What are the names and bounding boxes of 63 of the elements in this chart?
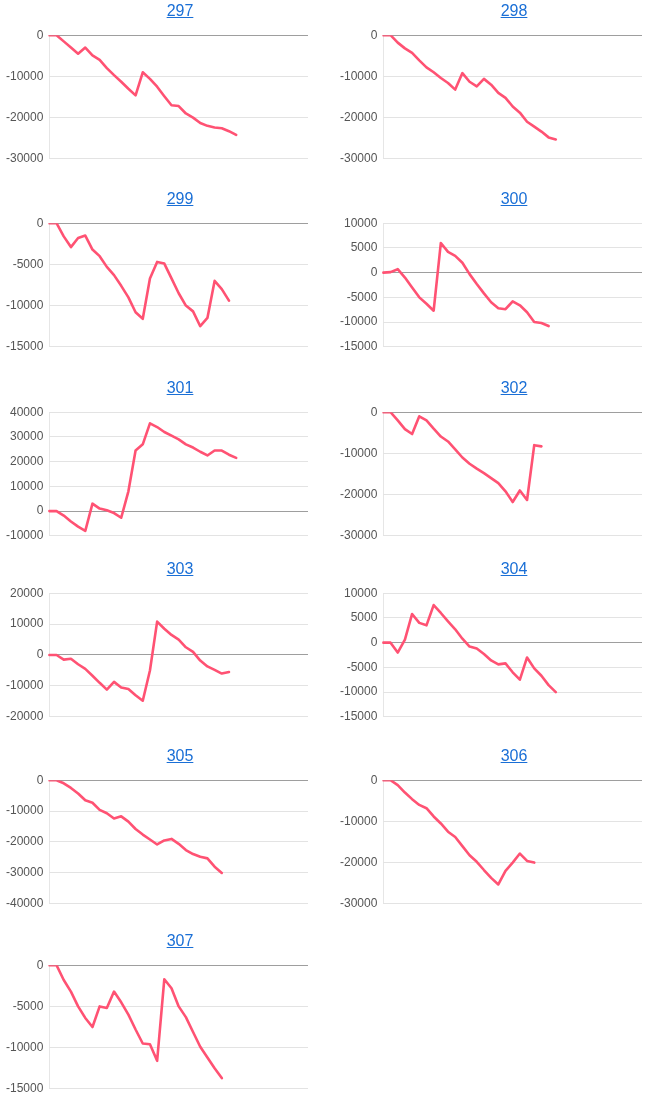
y-tick-label: 10000 <box>343 585 378 600</box>
y-tick-label: -20000 <box>5 109 44 124</box>
y-tick-label: 0 <box>36 772 44 787</box>
y-tick-label: 5000 <box>350 240 378 255</box>
y-tick-label: -20000 <box>339 854 378 869</box>
chart-title: 298 <box>500 2 528 19</box>
y-tick-label: -10000 <box>5 528 44 543</box>
chart-title: 306 <box>500 747 528 764</box>
y-tick-label: 0 <box>370 264 378 279</box>
chart-title: 305 <box>166 747 194 764</box>
y-tick-label: -40000 <box>5 896 44 911</box>
y-tick-label: -5000 <box>346 289 378 304</box>
y-tick-label: -10000 <box>339 813 378 828</box>
y-tick-label: -20000 <box>5 709 44 724</box>
chart-title: 300 <box>500 190 528 207</box>
y-tick-label: -5000 <box>346 659 378 674</box>
chart-title: 302 <box>500 379 528 396</box>
y-tick-label: -10000 <box>5 803 44 818</box>
y-tick-label: -15000 <box>339 709 378 724</box>
chart-title: 307 <box>166 932 194 949</box>
y-tick-label: -10000 <box>339 314 378 329</box>
y-tick-label: 40000 <box>9 404 44 419</box>
y-tick-label: 10000 <box>9 478 44 493</box>
y-tick-label: -10000 <box>5 678 44 693</box>
y-tick-label: 10000 <box>343 215 378 230</box>
y-tick-label: -30000 <box>5 151 44 166</box>
y-tick-label: -30000 <box>5 865 44 880</box>
y-tick-label: 0 <box>370 404 378 419</box>
y-tick-label: 5000 <box>350 610 378 625</box>
y-tick-label: -10000 <box>5 297 44 312</box>
y-tick-label: 0 <box>370 27 378 42</box>
y-tick-label: 0 <box>370 634 378 649</box>
y-tick-label: -10000 <box>5 68 44 83</box>
chart-title: 299 <box>166 190 194 207</box>
y-tick-label: -10000 <box>5 1039 44 1054</box>
y-tick-label: 0 <box>36 957 44 972</box>
y-tick-label: -20000 <box>339 486 378 501</box>
y-tick-label: -10000 <box>339 684 378 699</box>
y-tick-label: -15000 <box>339 339 378 354</box>
y-tick-label: -30000 <box>339 528 378 543</box>
y-tick-label: -10000 <box>339 68 378 83</box>
y-tick-label: 0 <box>36 215 44 230</box>
y-tick-label: -5000 <box>12 256 44 271</box>
chart-title: 303 <box>166 560 194 577</box>
y-tick-label: -20000 <box>5 834 44 849</box>
y-tick-label: -30000 <box>339 896 378 911</box>
y-tick-label: 30000 <box>9 429 44 444</box>
y-tick-label: 0 <box>36 503 44 518</box>
y-tick-label: -20000 <box>339 109 378 124</box>
y-tick-label: 0 <box>370 772 378 787</box>
y-tick-label: 10000 <box>9 616 44 631</box>
chart-title: 297 <box>166 2 194 19</box>
y-tick-label: 0 <box>36 647 44 662</box>
y-tick-label: -15000 <box>5 1081 44 1096</box>
y-tick-label: -15000 <box>5 339 44 354</box>
chart-title: 304 <box>500 560 528 577</box>
y-tick-label: 20000 <box>9 453 44 468</box>
y-tick-label: -30000 <box>339 151 378 166</box>
y-tick-label: 20000 <box>9 585 44 600</box>
y-tick-label: 0 <box>36 27 44 42</box>
chart-title: 301 <box>166 379 194 396</box>
y-tick-label: -10000 <box>339 445 378 460</box>
y-tick-label: -5000 <box>12 998 44 1013</box>
